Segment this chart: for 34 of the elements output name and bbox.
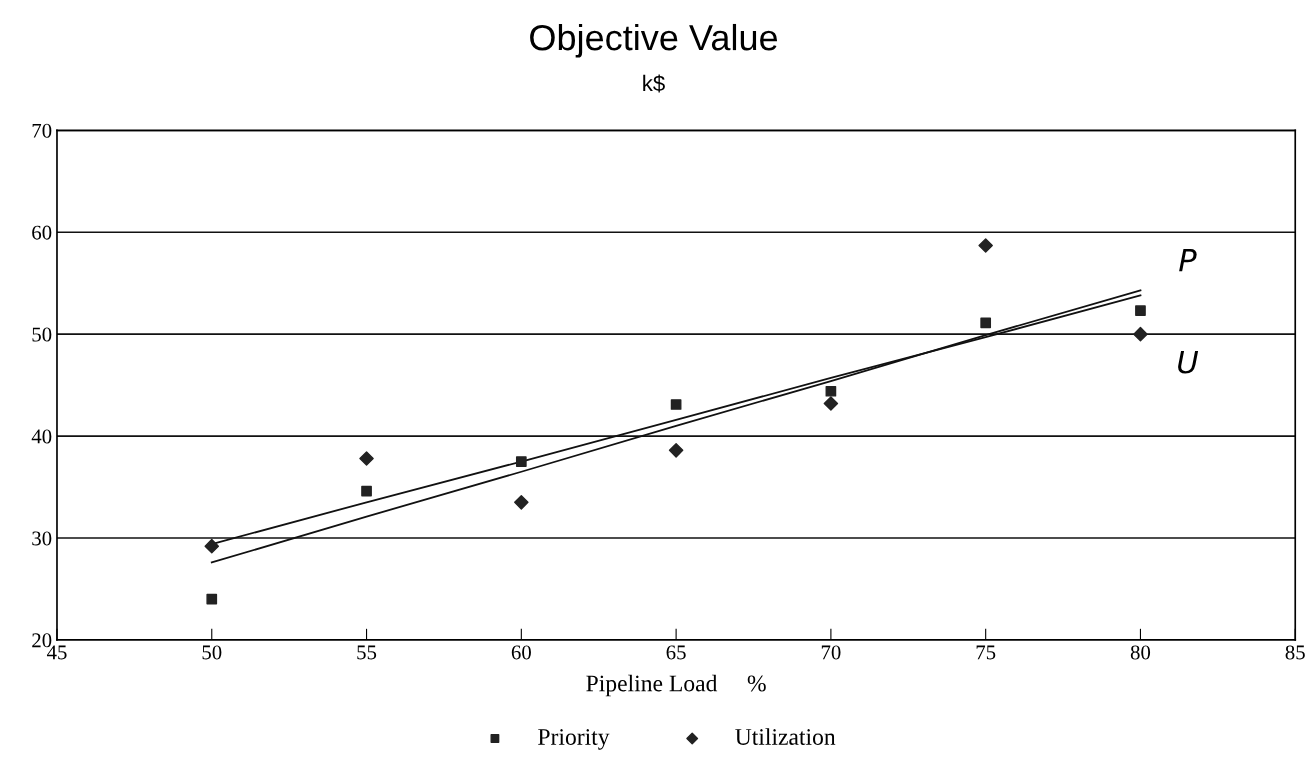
- point: [980, 317, 992, 329]
- point: [825, 385, 837, 397]
- point: [823, 396, 839, 411]
- y-tick-label: 40: [31, 429, 52, 444]
- x-tick-label: 55: [357, 645, 377, 660]
- point: [204, 538, 220, 554]
- annotation: U: [1178, 350, 1199, 374]
- point: [668, 443, 684, 458]
- point: [206, 593, 218, 605]
- point: [359, 451, 374, 466]
- x-axis-title: Pipeline Load %: [586, 674, 766, 697]
- y-tick-label: 70: [32, 123, 52, 138]
- point: [978, 238, 993, 253]
- point: [515, 456, 527, 467]
- x-tick-label: 80: [1130, 645, 1151, 660]
- point: [361, 485, 372, 497]
- y-tick-label: 30: [32, 531, 52, 546]
- y-tick-label: 50: [32, 327, 52, 342]
- chart-subtitle: k$: [643, 74, 665, 93]
- x-tick-label: 70: [821, 645, 841, 660]
- legend-label: Utilization: [735, 728, 836, 745]
- point: [1133, 326, 1148, 342]
- x-tick-label: 50: [202, 645, 222, 660]
- point: [1135, 305, 1146, 317]
- y-tick-label: 60: [32, 225, 52, 240]
- point: [670, 399, 682, 410]
- x-tick-label: 60: [511, 645, 531, 660]
- point: [514, 495, 529, 510]
- x-tick-label: 65: [666, 645, 686, 660]
- x-tick-label: 85: [1285, 645, 1305, 660]
- annotation: P: [1179, 248, 1197, 272]
- legend-label: Priority: [538, 729, 610, 750]
- chart-title: Objective Value: [530, 23, 778, 58]
- x-tick-label: 75: [976, 645, 996, 660]
